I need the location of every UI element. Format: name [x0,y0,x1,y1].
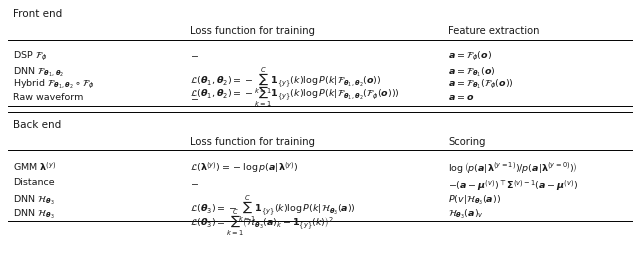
Text: DNN $\mathcal{H}_{\boldsymbol{\theta}_3}$: DNN $\mathcal{H}_{\boldsymbol{\theta}_3}… [13,193,55,207]
Text: $\mathcal{L}(\boldsymbol{\theta}_3) = \sum_{k=1}^{C} \left(\mathcal{H}_{\boldsym: $\mathcal{L}(\boldsymbol{\theta}_3) = \s… [190,207,334,238]
Text: $\mathcal{L}(\boldsymbol{\lambda}^{(y)}) = -\log p(\boldsymbol{a}|\boldsymbol{\l: $\mathcal{L}(\boldsymbol{\lambda}^{(y)})… [190,160,298,175]
Text: Back end: Back end [13,120,61,130]
Text: Scoring: Scoring [448,137,486,147]
Text: $\boldsymbol{a} = \mathcal{F}_{\boldsymbol{\theta}_1}(\boldsymbol{o})$: $\boldsymbol{a} = \mathcal{F}_{\boldsymb… [448,65,495,79]
Text: DSP $\mathcal{F}_{\phi}$: DSP $\mathcal{F}_{\phi}$ [13,50,47,63]
Text: $-$: $-$ [190,50,199,59]
Text: Loss function for training: Loss function for training [190,137,315,147]
Text: $\mathcal{L}(\boldsymbol{\theta}_3) = -\sum_{k=1}^{C} \mathbf{1}_{\{y\}}(k) \log: $\mathcal{L}(\boldsymbol{\theta}_3) = -\… [190,193,356,223]
Text: Raw waveform: Raw waveform [13,93,83,102]
Text: GMM $\boldsymbol{\lambda}^{(y)}$: GMM $\boldsymbol{\lambda}^{(y)}$ [13,160,56,173]
Text: $\mathcal{L}(\boldsymbol{\theta}_1, \boldsymbol{\theta}_2) = -\sum_{k=1}^{C} \ma: $\mathcal{L}(\boldsymbol{\theta}_1, \bol… [190,78,400,109]
Text: Distance: Distance [13,178,54,187]
Text: $\boldsymbol{a} = \boldsymbol{o}$: $\boldsymbol{a} = \boldsymbol{o}$ [448,93,474,102]
Text: Feature extraction: Feature extraction [448,26,540,36]
Text: $\boldsymbol{a} = \mathcal{F}_{\phi}(\boldsymbol{o})$: $\boldsymbol{a} = \mathcal{F}_{\phi}(\bo… [448,50,492,63]
Text: $-(\boldsymbol{a} - \boldsymbol{\mu}^{(v)})^{\top} \boldsymbol{\Sigma}^{(v)-1} (: $-(\boldsymbol{a} - \boldsymbol{\mu}^{(v… [448,178,578,193]
Text: $\log\left(p(\boldsymbol{a}|\boldsymbol{\lambda}^{(y=1)})/p(\boldsymbol{a}|\bold: $\log\left(p(\boldsymbol{a}|\boldsymbol{… [448,160,577,175]
Text: $\boldsymbol{a} = \mathcal{F}_{\boldsymbol{\theta}_1}(\mathcal{F}_{\phi}(\boldsy: $\boldsymbol{a} = \mathcal{F}_{\boldsymb… [448,78,514,91]
Text: $-$: $-$ [190,93,199,102]
Text: Front end: Front end [13,9,62,19]
Text: DNN $\mathcal{F}_{\boldsymbol{\theta}_1, \boldsymbol{\theta}_2}$: DNN $\mathcal{F}_{\boldsymbol{\theta}_1,… [13,65,64,79]
Text: DNN $\mathcal{H}_{\boldsymbol{\theta}_3}$: DNN $\mathcal{H}_{\boldsymbol{\theta}_3}… [13,207,55,221]
Text: Hybrid $\mathcal{F}_{\boldsymbol{\theta}_1, \boldsymbol{\theta}_2} \circ \mathca: Hybrid $\mathcal{F}_{\boldsymbol{\theta}… [13,78,95,91]
Text: $\mathcal{H}_{\boldsymbol{\theta}_3}(\boldsymbol{a})_v$: $\mathcal{H}_{\boldsymbol{\theta}_3}(\bo… [448,207,484,221]
Text: $P(v|\mathcal{H}_{\boldsymbol{\theta}_3}(\boldsymbol{a}))$: $P(v|\mathcal{H}_{\boldsymbol{\theta}_3}… [448,193,501,207]
Text: $\mathcal{L}(\boldsymbol{\theta}_1, \boldsymbol{\theta}_2) = -\sum_{k=1}^{C} \ma: $\mathcal{L}(\boldsymbol{\theta}_1, \bol… [190,65,381,95]
Text: Loss function for training: Loss function for training [190,26,315,36]
Text: $-$: $-$ [190,178,199,187]
